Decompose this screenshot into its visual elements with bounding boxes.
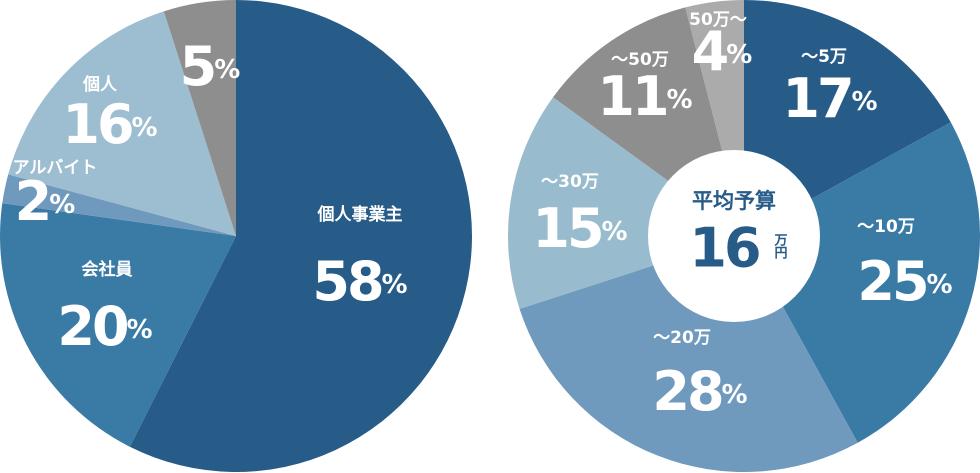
slice (8, 11, 237, 237)
value-label: 4% (692, 20, 753, 83)
center-title: 平均予算 (692, 189, 776, 213)
value-label: 11% (597, 65, 692, 128)
slice (0, 203, 236, 447)
value-label: 5% (180, 35, 241, 98)
value-unit: % (722, 380, 748, 410)
value-label: 15% (532, 197, 627, 260)
slice-label: ～10万 (857, 217, 915, 237)
value-label: 2% (15, 170, 76, 233)
slice (508, 97, 744, 309)
value-unit: % (132, 113, 158, 143)
value-unit: % (214, 55, 240, 85)
slice-label: 会社員 (82, 259, 133, 280)
value-number: 20 (57, 295, 127, 358)
slice (129, 0, 472, 472)
value-label: 28% (652, 360, 747, 423)
value-number: 5 (180, 35, 215, 98)
value-label: 20% (57, 295, 152, 358)
slice (163, 0, 236, 236)
value-number: 11 (597, 65, 666, 128)
value-unit: % (602, 217, 628, 247)
slice-label: ～5万 (801, 47, 847, 67)
slice-label: 個人 (82, 74, 118, 95)
value-number: 58 (312, 250, 382, 313)
value-unit: % (127, 315, 153, 345)
slice-label: ～20万 (653, 328, 711, 348)
value-unit: % (927, 270, 953, 300)
value-unit: % (726, 40, 752, 70)
value-unit: % (667, 85, 693, 115)
slice-label: 50万～ (689, 10, 747, 30)
value-unit: % (382, 270, 408, 300)
value-label: 25% (857, 250, 952, 313)
slice-label: アルバイト (13, 158, 98, 178)
center-value: 16 (689, 217, 759, 280)
value-label: 58% (312, 250, 407, 313)
center-circle (648, 150, 820, 322)
value-number: 17 (782, 67, 851, 130)
center-unit: 万円 (772, 233, 789, 260)
value-number: 25 (857, 250, 926, 313)
value-number: 2 (15, 170, 50, 233)
value-unit: % (852, 87, 878, 117)
slice-label: ～30万 (541, 172, 599, 192)
slice-label: ～50万 (611, 50, 669, 70)
value-unit: % (49, 190, 75, 220)
value-label: 16% (62, 93, 157, 156)
slice (744, 122, 980, 443)
value-number: 28 (652, 360, 722, 423)
slice-label: 個人事業主 (317, 204, 403, 225)
value-number: 4 (692, 20, 728, 83)
value-label: 17% (782, 67, 877, 130)
slice (2, 174, 236, 236)
value-number: 16 (62, 93, 132, 156)
value-number: 15 (532, 197, 601, 260)
